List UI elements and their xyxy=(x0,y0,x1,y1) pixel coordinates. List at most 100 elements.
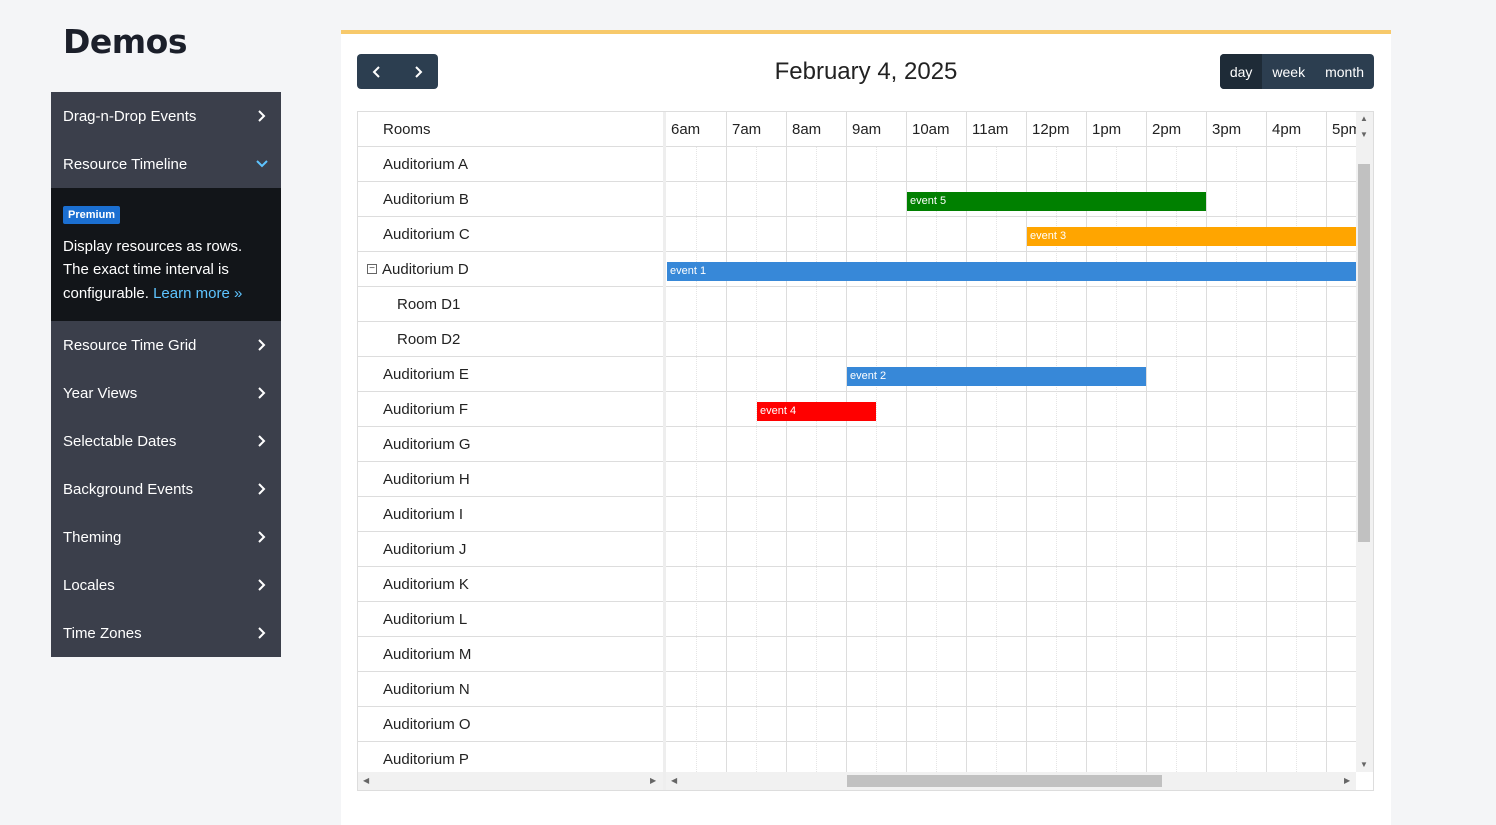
sidebar-item-time-zones[interactable]: Time Zones xyxy=(51,609,281,657)
sidebar-item-theming[interactable]: Theming xyxy=(51,513,281,561)
half-hour-gridline xyxy=(696,147,697,772)
resource-label: Auditorium F xyxy=(383,400,469,418)
sidebar-item-label: Year Views xyxy=(63,384,138,402)
view-day-button[interactable]: day xyxy=(1219,54,1263,89)
vertical-scrollbar[interactable]: ▲ ▼ ▼ xyxy=(1356,112,1373,772)
sidebar-item-resource-time-grid[interactable]: Resource Time Grid xyxy=(51,321,281,369)
hour-label: 8am xyxy=(786,112,846,147)
chevron-right-icon xyxy=(255,434,269,448)
hour-label: 1pm xyxy=(1086,112,1146,147)
column-resizer[interactable] xyxy=(663,112,666,790)
half-hour-gridline xyxy=(1176,147,1177,772)
resource-row: Auditorium L xyxy=(358,602,663,637)
half-hour-gridline xyxy=(756,147,757,772)
calendar-title: February 4, 2025 xyxy=(774,58,958,85)
sidebar-item-selectable-dates[interactable]: Selectable Dates xyxy=(51,417,281,465)
timeline-scroll-right-icon[interactable]: ▶ xyxy=(1344,776,1351,785)
resource-row: Auditorium B xyxy=(358,182,663,217)
horizontal-scroll-thumb[interactable] xyxy=(847,775,1162,787)
learn-more-link[interactable]: Learn more » xyxy=(153,284,243,302)
sidebar-item-label: Resource Timeline xyxy=(63,155,188,173)
resource-label: Auditorium M xyxy=(383,645,472,663)
row-gridline xyxy=(666,741,1356,742)
timeline-scroll-left-icon[interactable]: ◀ xyxy=(671,776,678,785)
row-gridline xyxy=(666,496,1356,497)
sidebar-item-drag-n-drop-events[interactable]: Drag-n-Drop Events xyxy=(51,92,281,140)
sidebar-item-label: Locales xyxy=(63,576,115,594)
resource-label: Auditorium L xyxy=(383,610,468,628)
resource-row: Auditorium G xyxy=(358,427,663,462)
chevron-right-icon xyxy=(415,65,423,78)
resource-label: Auditorium G xyxy=(383,435,471,453)
resource-row: Auditorium E xyxy=(358,357,663,392)
scroll-up-icon[interactable]: ▲ xyxy=(1360,114,1368,123)
hour-gridline xyxy=(846,147,847,772)
collapse-icon[interactable]: − xyxy=(367,264,377,274)
timeline-event[interactable]: event 1 xyxy=(667,262,1356,281)
hour-gridline xyxy=(786,147,787,772)
sidebar-item-year-views[interactable]: Year Views xyxy=(51,369,281,417)
scroll-down-small-icon[interactable]: ▼ xyxy=(1360,130,1368,139)
hour-gridline xyxy=(966,147,967,772)
scroll-right-icon[interactable]: ▶ xyxy=(650,776,657,785)
sidebar-item-locales[interactable]: Locales xyxy=(51,561,281,609)
sidebar-item-resource-timeline[interactable]: Resource Timeline xyxy=(51,140,281,188)
sidebar-item-label: Selectable Dates xyxy=(63,432,177,450)
row-gridline xyxy=(666,321,1356,322)
sidebar-item-background-events[interactable]: Background Events xyxy=(51,465,281,513)
row-gridline xyxy=(666,251,1356,252)
row-gridline xyxy=(666,671,1356,672)
timeline-event[interactable]: event 5 xyxy=(907,192,1206,211)
view-week-button[interactable]: week xyxy=(1272,63,1306,80)
hour-gridline xyxy=(1326,147,1327,772)
resource-label: Auditorium O xyxy=(383,715,471,733)
resource-timeline-panel: Premium Display resources as rows. The e… xyxy=(51,188,281,321)
resource-row: Auditorium C xyxy=(358,217,663,252)
next-button[interactable] xyxy=(398,54,439,89)
chevron-right-icon xyxy=(255,482,269,496)
hour-label: 12pm xyxy=(1026,112,1086,147)
calendar-panel: February 4, 2025 day week month Rooms Au… xyxy=(341,30,1391,825)
scroll-down-icon[interactable]: ▼ xyxy=(1360,760,1368,769)
sidebar-item-label: Theming xyxy=(63,528,122,546)
half-hour-gridline xyxy=(1116,147,1117,772)
resource-label: Auditorium I xyxy=(383,505,464,523)
view-month-button[interactable]: month xyxy=(1325,63,1364,80)
hour-label: 4pm xyxy=(1266,112,1326,147)
view-switcher: day week month xyxy=(1219,54,1374,89)
timeline-event[interactable]: event 4 xyxy=(757,402,876,421)
hour-gridline xyxy=(1026,147,1027,772)
hour-label: 7am xyxy=(726,112,786,147)
row-gridline xyxy=(666,531,1356,532)
hour-label: 3pm xyxy=(1206,112,1266,147)
resource-horizontal-scrollbar[interactable]: ◀ ▶ xyxy=(358,772,663,790)
chevron-right-icon xyxy=(255,338,269,352)
half-hour-gridline xyxy=(876,147,877,772)
scroll-left-icon[interactable]: ◀ xyxy=(363,776,370,785)
half-hour-gridline xyxy=(996,147,997,772)
timeline-horizontal-scrollbar[interactable]: ◀ ▶ xyxy=(666,772,1356,790)
timeline-event[interactable]: event 3 xyxy=(1027,227,1356,246)
hour-label: 5pm xyxy=(1326,112,1356,147)
resource-label: Room D1 xyxy=(397,295,461,313)
resource-row: Auditorium K xyxy=(358,567,663,602)
chevron-right-icon xyxy=(255,109,269,123)
prev-button[interactable] xyxy=(357,54,398,89)
timeline-event[interactable]: event 2 xyxy=(847,367,1146,386)
time-area: 6am7am8am9am10am11am12pm1pm2pm3pm4pm5pm … xyxy=(666,112,1356,772)
hour-gridline xyxy=(1206,147,1207,772)
resource-row: Auditorium H xyxy=(358,462,663,497)
hour-label: 10am xyxy=(906,112,966,147)
resource-label: Auditorium D xyxy=(382,260,469,278)
vertical-scroll-thumb[interactable] xyxy=(1358,164,1370,542)
resource-label: Auditorium C xyxy=(383,225,470,243)
resource-row: Auditorium N xyxy=(358,672,663,707)
timeline-grid[interactable]: event 5 event 3 event 1 event 2 event 4 xyxy=(666,147,1356,772)
time-header: 6am 7am8am9am10am11am12pm1pm2pm3pm4pm5pm xyxy=(666,112,1356,147)
chevron-right-icon xyxy=(255,578,269,592)
chevron-right-icon xyxy=(255,530,269,544)
resource-label: Auditorium J xyxy=(383,540,467,558)
resource-row: Room D1 xyxy=(358,287,663,322)
resource-row: − Auditorium D xyxy=(358,252,663,287)
sidebar-item-label: Background Events xyxy=(63,480,194,498)
